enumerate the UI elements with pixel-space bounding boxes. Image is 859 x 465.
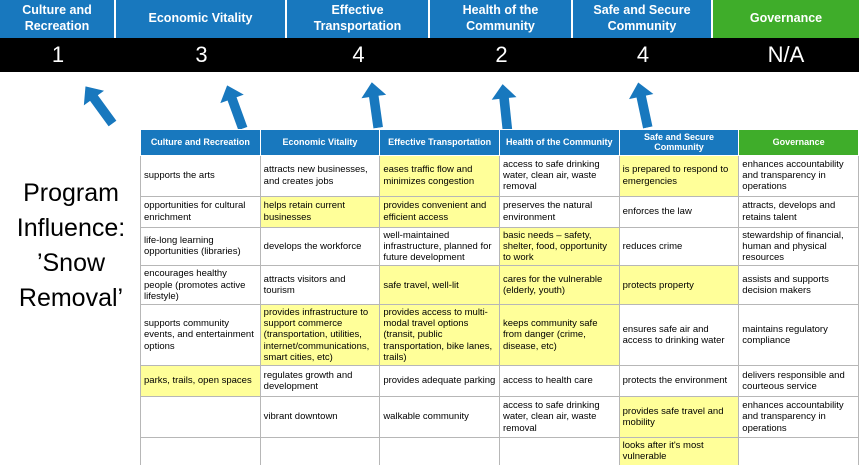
matrix-cell-r1c0: opportunities for cultural enrichment bbox=[140, 195, 261, 228]
matrix-cell-r3c4: protects property bbox=[618, 265, 740, 305]
score-value-2: 4 bbox=[352, 42, 365, 67]
up-arrow-culture bbox=[75, 79, 123, 131]
matrix-cell-r6c0 bbox=[140, 395, 261, 438]
matrix-cell-r1c2: provides convenient and efficient access bbox=[379, 195, 500, 228]
matrix-cell-r5c3: access to health care bbox=[498, 364, 620, 397]
up-arrow-health bbox=[490, 83, 521, 131]
matrix-header-2: Effective Transportation bbox=[379, 129, 500, 156]
matrix-row-2: life-long learning opportunities (librar… bbox=[140, 226, 859, 267]
matrix-cell-r0c5: enhances accountability and transparency… bbox=[738, 154, 859, 197]
matrix-cell-r4c5: maintains regulatory compliance bbox=[738, 303, 859, 366]
matrix-header-0: Culture and Recreation bbox=[140, 129, 261, 156]
influence-matrix: Culture and Recreation Economic Vitality E… bbox=[140, 129, 859, 465]
matrix-cell-r3c3: cares for the vulnerable (elderly, youth… bbox=[498, 265, 620, 305]
matrix-cell-r4c1: provides infrastructure to support comme… bbox=[259, 303, 381, 366]
matrix-cell-r5c1: regulates growth and development bbox=[259, 364, 381, 397]
category-header-2: Effective Transportation bbox=[287, 0, 430, 38]
matrix-cell-r0c3: access to safe drinking water, clean air… bbox=[498, 154, 620, 197]
score-value-0: 1 bbox=[51, 42, 65, 67]
matrix-cell-r2c1: develops the workforce bbox=[259, 226, 381, 267]
matrix-cell-r2c5: stewardship of financial, human and phys… bbox=[738, 226, 859, 267]
matrix-header-1: Economic Vitality bbox=[259, 129, 381, 156]
category-header-4: Safe and Secure Community bbox=[573, 0, 713, 38]
matrix-cell-r2c4: reduces crime bbox=[618, 226, 740, 267]
matrix-cell-r0c0: supports the arts bbox=[140, 154, 261, 197]
matrix-cell-r1c1: helps retain current businesses bbox=[259, 195, 381, 228]
up-arrow-safe bbox=[626, 80, 661, 130]
matrix-cell-r6c5: enhances accountability and transparency… bbox=[738, 395, 859, 438]
matrix-row-4: supports community events, and entertain… bbox=[140, 303, 859, 366]
score-value-1: 3 bbox=[195, 42, 208, 67]
matrix-cell-r6c2: walkable community bbox=[379, 395, 500, 438]
matrix-cell-r1c4: enforces the law bbox=[618, 195, 740, 228]
matrix-cell-r7c0 bbox=[140, 436, 261, 465]
matrix-cell-r6c3: access to safe drinking water, clean air… bbox=[498, 395, 620, 438]
category-header-1: Economic Vitality bbox=[116, 0, 287, 38]
matrix-header-4: Safe and Secure Community bbox=[618, 129, 740, 156]
matrix-cell-r5c0: parks, trails, open spaces bbox=[140, 364, 261, 397]
matrix-cell-r2c3: basic needs – safety, shelter, food, opp… bbox=[498, 226, 620, 267]
program-influence-label: Program Influence: ’Snow Removal’ bbox=[16, 179, 126, 312]
matrix-cell-r6c1: vibrant downtown bbox=[259, 395, 381, 438]
matrix-cell-r7c5 bbox=[738, 436, 859, 465]
score-value-4: 4 bbox=[636, 42, 650, 67]
matrix-cell-r3c0: encourages healthy people (promotes acti… bbox=[140, 265, 261, 305]
matrix-cell-r7c2 bbox=[379, 436, 500, 465]
matrix-cell-r3c1: attracts visitors and tourism bbox=[259, 265, 381, 305]
matrix-cell-r2c0: life-long learning opportunities (librar… bbox=[140, 226, 261, 267]
matrix-row-6: vibrant downtown walkable community access… bbox=[140, 395, 859, 438]
matrix-row-0: supports the arts attracts new businesses… bbox=[140, 154, 859, 197]
score-row: 1 3 4 2 4 N/A bbox=[0, 38, 859, 72]
up-arrow-economic bbox=[215, 81, 255, 133]
matrix-cell-r3c2: safe travel, well-lit bbox=[379, 265, 500, 305]
matrix-cell-r3c5: assists and supports decision makers bbox=[738, 265, 859, 305]
matrix-cell-r0c4: is prepared to respond to emergencies bbox=[618, 154, 740, 197]
matrix-row-7: looks after it's most vulnerable bbox=[140, 436, 859, 465]
matrix-cell-r5c5: delivers responsible and courteous servi… bbox=[738, 364, 859, 397]
matrix-cell-r4c2: provides access to multi-modal travel op… bbox=[379, 303, 500, 366]
matrix-body: supports the arts attracts new businesses… bbox=[140, 154, 859, 465]
matrix-header-5: Governance bbox=[738, 129, 859, 156]
matrix-cell-r1c3: preserves the natural environment bbox=[498, 195, 620, 228]
matrix-cell-r0c1: attracts new businesses, and creates job… bbox=[259, 154, 381, 197]
score-value-3: 2 bbox=[495, 42, 508, 67]
matrix-cell-r5c4: protects the environment bbox=[618, 364, 740, 397]
matrix-cell-r2c2: well-maintained infrastructure, planned … bbox=[379, 226, 500, 267]
category-header-5: Governance bbox=[713, 0, 859, 38]
category-header-0: Culture and Recreation bbox=[0, 0, 116, 38]
matrix-cell-r4c0: supports community events, and entertain… bbox=[140, 303, 261, 366]
matrix-cell-r7c4: looks after it's most vulnerable bbox=[618, 436, 740, 465]
matrix-cell-r5c2: provides adequate parking bbox=[379, 364, 500, 397]
category-header-3: Health of the Community bbox=[430, 0, 573, 38]
score-value-5: N/A bbox=[767, 42, 805, 67]
matrix-row-3: encourages healthy people (promotes acti… bbox=[140, 265, 859, 305]
matrix-cell-r0c2: eases traffic flow and minimizes congest… bbox=[379, 154, 500, 197]
matrix-cell-r1c5: attracts, develops and retains talent bbox=[738, 195, 859, 228]
matrix-cell-r4c3: keeps community safe from danger (crime,… bbox=[498, 303, 620, 366]
matrix-cell-r4c4: ensures safe air and access to drinking … bbox=[618, 303, 740, 366]
category-header-row: Culture and Recreation Economic Vitality E… bbox=[0, 0, 859, 38]
matrix-row-5: parks, trails, open spaces regulates grow… bbox=[140, 364, 859, 397]
matrix-cell-r7c1 bbox=[259, 436, 381, 465]
matrix-header-3: Health of the Community bbox=[498, 129, 620, 156]
matrix-header-row: Culture and Recreation Economic Vitality E… bbox=[140, 129, 859, 156]
up-arrow-transportation bbox=[359, 80, 391, 129]
matrix-cell-r7c3 bbox=[498, 436, 620, 465]
matrix-row-1: opportunities for cultural enrichment hel… bbox=[140, 195, 859, 228]
matrix-cell-r6c4: provides safe travel and mobility bbox=[618, 395, 740, 438]
